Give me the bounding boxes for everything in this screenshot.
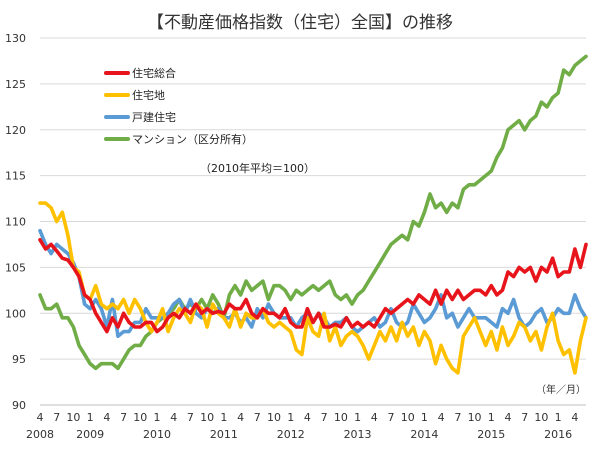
legend-label-1: 住宅地 bbox=[132, 88, 165, 102]
y-tick-120: 120 bbox=[5, 124, 26, 137]
x-tick-2013-04: 4 bbox=[371, 411, 378, 424]
x-tick-2014-10: 10 bbox=[468, 411, 482, 424]
x-axis-month-ticks: 4 7 10 1 4 7 10 1 4 7 10 1 4 7 10 1 4 7 10 1 4 7 10 1 4 7 10 1 4 7 10 1… bbox=[37, 411, 579, 424]
year-label-2008: 2008 bbox=[26, 428, 54, 441]
legend-label-3: マンション（区分所有） bbox=[132, 132, 253, 146]
x-tick-2014-07: 7 bbox=[454, 411, 461, 424]
year-label-2013: 2013 bbox=[344, 428, 372, 441]
x-tick-2008-10: 10 bbox=[66, 411, 80, 424]
x-tick-2009-04: 4 bbox=[103, 411, 110, 424]
x-tick-2013-01: 1 bbox=[354, 411, 361, 424]
x-tick-2013-10: 10 bbox=[401, 411, 415, 424]
x-unit-label: （年／月） bbox=[536, 383, 586, 396]
year-label-2016: 2016 bbox=[544, 428, 572, 441]
x-tick-2008-07: 7 bbox=[53, 411, 60, 424]
x-tick-2012-04: 4 bbox=[304, 411, 311, 424]
year-label-2010: 2010 bbox=[143, 428, 171, 441]
year-label-2012: 2012 bbox=[277, 428, 305, 441]
year-label-2015: 2015 bbox=[477, 428, 505, 441]
chart-title: 【不動産価格指数（住宅）全国】の推移 bbox=[147, 13, 453, 33]
x-tick-2009-01: 1 bbox=[87, 411, 94, 424]
x-tick-2011-07: 7 bbox=[254, 411, 261, 424]
x-tick-2010-10: 10 bbox=[200, 411, 214, 424]
x-axis-year-labels: 2008 2009 2010 2011 2012 2013 2014 2015 2016 bbox=[26, 428, 572, 441]
x-tick-2009-10: 10 bbox=[133, 411, 147, 424]
year-label-2009: 2009 bbox=[76, 428, 104, 441]
y-tick-130: 130 bbox=[5, 32, 26, 45]
x-tick-2010-07: 7 bbox=[187, 411, 194, 424]
y-tick-115: 115 bbox=[5, 170, 26, 183]
x-tick-2014-01: 1 bbox=[421, 411, 428, 424]
x-tick-2012-01: 1 bbox=[287, 411, 294, 424]
series-line-3 bbox=[38, 54, 588, 371]
x-tick-2010-04: 4 bbox=[170, 411, 177, 424]
y-tick-105: 105 bbox=[5, 261, 26, 274]
series-line-0 bbox=[38, 238, 588, 334]
legend-label-2: 戸建住宅 bbox=[132, 110, 176, 124]
year-label-2014: 2014 bbox=[410, 428, 438, 441]
x-tick-2011-10: 10 bbox=[267, 411, 281, 424]
x-tick-2016-01: 1 bbox=[555, 411, 562, 424]
y-tick-95: 95 bbox=[12, 353, 26, 366]
y-tick-110: 110 bbox=[5, 216, 26, 229]
x-tick-2014-04: 4 bbox=[438, 411, 445, 424]
x-tick-2010-01: 1 bbox=[154, 411, 161, 424]
x-tick-2016-04: 4 bbox=[571, 411, 578, 424]
series-lines bbox=[38, 54, 588, 375]
base-note: （2010年平均＝100） bbox=[200, 161, 315, 175]
x-tick-2008-04: 4 bbox=[37, 411, 44, 424]
x-tick-2012-10: 10 bbox=[334, 411, 348, 424]
y-tick-125: 125 bbox=[5, 78, 26, 91]
year-label-2011: 2011 bbox=[210, 428, 238, 441]
x-tick-2015-01: 1 bbox=[488, 411, 495, 424]
y-tick-100: 100 bbox=[5, 307, 26, 320]
legend-label-0: 住宅総合 bbox=[132, 66, 176, 80]
x-tick-2009-07: 7 bbox=[120, 411, 127, 424]
x-tick-2011-04: 4 bbox=[237, 411, 244, 424]
x-tick-2011-01: 1 bbox=[220, 411, 227, 424]
y-tick-90: 90 bbox=[12, 399, 26, 412]
x-tick-2015-10: 10 bbox=[534, 411, 548, 424]
x-tick-2015-04: 4 bbox=[505, 411, 512, 424]
x-tick-2015-07: 7 bbox=[521, 411, 528, 424]
x-tick-2013-07: 7 bbox=[388, 411, 395, 424]
x-tick-2012-07: 7 bbox=[321, 411, 328, 424]
series-line-1 bbox=[38, 201, 588, 375]
y-axis-ticks: 90 95 100 105 110 115 120 125 130 bbox=[5, 32, 26, 412]
